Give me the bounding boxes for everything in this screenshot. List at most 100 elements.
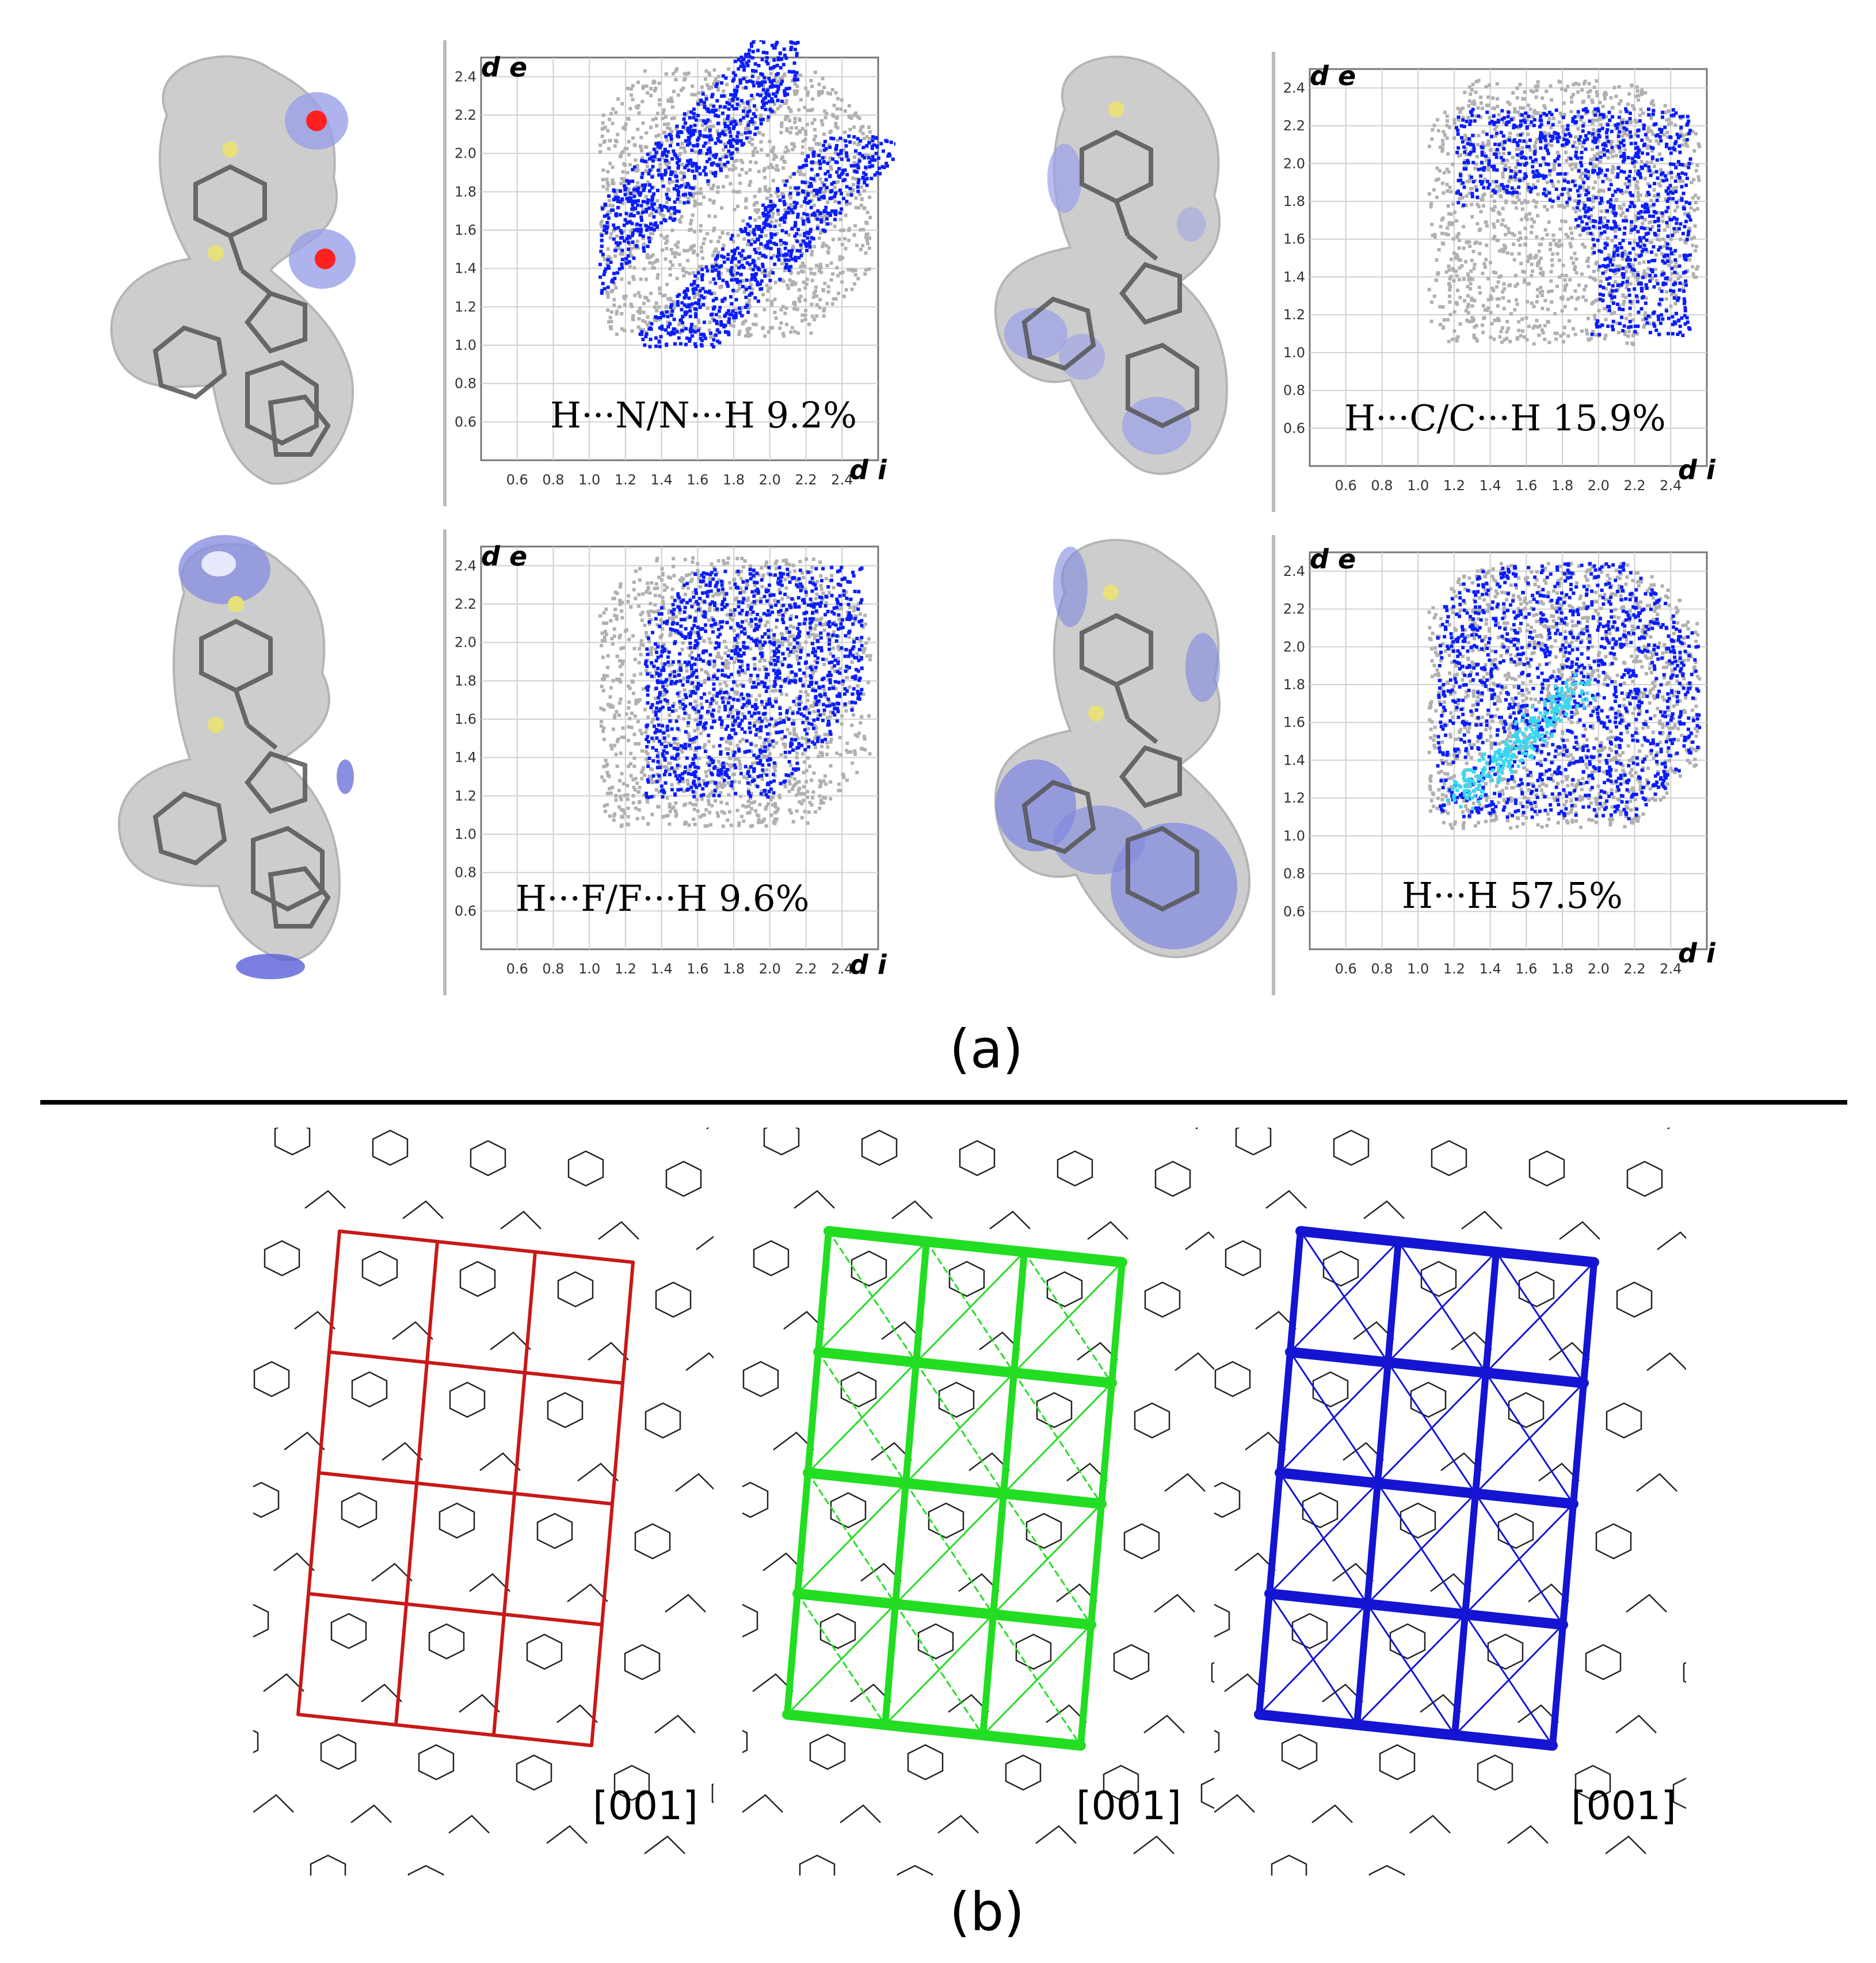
- axis-de-label: d e: [1310, 60, 1356, 91]
- x-tick-label: 2.4: [831, 961, 853, 977]
- x-tick-label: 1.0: [1407, 961, 1429, 977]
- blue-framework: [1214, 1128, 1686, 1876]
- x-tick-label: 1.4: [651, 961, 673, 977]
- x-tick-label: 2.0: [759, 961, 781, 977]
- y-tick-label: 1.8: [1283, 193, 1305, 209]
- y-tick-label: 2.2: [455, 596, 476, 612]
- y-tick-label: 1.4: [1283, 269, 1305, 285]
- y-tick-label: 2.0: [455, 635, 476, 651]
- x-tick-label: 0.8: [542, 961, 564, 977]
- energy-cylinders: [1254, 1226, 1599, 1751]
- x-tick-label: 1.8: [1551, 961, 1573, 977]
- hirshfeld-surface-h-n: [110, 55, 356, 485]
- x-tick-label: 2.4: [1660, 961, 1681, 977]
- y-tick-label: 0.6: [1283, 420, 1305, 436]
- y-tick-label: 2.4: [1283, 563, 1305, 579]
- highlighted-contact-points: [1455, 107, 1692, 337]
- x-tick-label: 2.0: [1588, 478, 1610, 494]
- y-tick-label: 1.4: [455, 750, 476, 766]
- y-tick-label: 1.2: [1283, 307, 1305, 323]
- x-tick-label: 1.6: [1515, 478, 1537, 494]
- fingerprint-plot-h-n: 0.6 0.8 1.0 1.2 1.4 1.6 1.8 2.0 2.2 2.4 0.6 0.8 1.0 1…: [443, 40, 895, 506]
- plot-caption-h-c: H···C/C···H 15.9%: [1344, 397, 1666, 439]
- x-tick-label: 1.8: [723, 472, 745, 488]
- axis-di-label: d i: [849, 949, 887, 980]
- x-tick-label: 0.8: [542, 472, 564, 488]
- axis-di-label: d i: [849, 455, 887, 486]
- hirshfeld-surface-h-h: [994, 539, 1250, 958]
- y-tick-label: 2.0: [455, 146, 476, 162]
- y-tick-label: 1.8: [1283, 677, 1305, 693]
- energy-cylinders: [296, 1229, 635, 1747]
- x-tick-label: 2.0: [1588, 961, 1610, 977]
- part-b-label: (b): [950, 1881, 1025, 1943]
- y-tick-label: 0.6: [1283, 903, 1305, 919]
- y-tick-label: 1.6: [1283, 715, 1305, 731]
- x-tick-label: 2.4: [831, 472, 853, 488]
- plot-caption-h-h: H···H 57.5%: [1402, 874, 1623, 916]
- y-tick-label: 2.4: [455, 68, 476, 85]
- y-tick-label: 1.0: [455, 337, 476, 353]
- x-tick-label: 1.0: [1407, 478, 1429, 494]
- x-tick-label: 1.8: [1551, 478, 1573, 494]
- green-framework: [742, 1128, 1214, 1876]
- y-tick-label: 2.2: [455, 107, 476, 123]
- y-tick-label: 1.6: [455, 711, 476, 727]
- panel-h-f: 0.6 0.8 1.0 1.2 1.4 1.6 1.8 2.0 2.2 2.4 0.6 0.8 1.0 1…: [98, 518, 895, 995]
- x-tick-label: 0.8: [1371, 478, 1393, 494]
- x-tick-label: 1.6: [687, 961, 708, 977]
- x-tick-label: 1.4: [1480, 478, 1501, 494]
- fingerprint-plot-h-f: 0.6 0.8 1.0 1.2 1.4 1.6 1.8 2.0 2.2 2.4 0.6 0.8 1.0 1…: [443, 529, 895, 995]
- full-fingerprint-points: [598, 556, 872, 828]
- x-tick-label: 1.4: [1480, 961, 1501, 977]
- direction-label-red: [001]: [593, 1783, 698, 1829]
- fingerprint-plot-h-h: 0.6 0.8 1.0 1.2 1.4 1.6 1.8 2.0 2.2 2.4 0.6 0.8 1.0 1…: [1272, 535, 1724, 995]
- y-tick-label: 1.4: [1283, 752, 1305, 768]
- y-tick-label: 1.8: [455, 673, 476, 689]
- axis-di-label: d i: [1678, 938, 1715, 969]
- x-tick-label: 2.2: [1623, 478, 1645, 494]
- x-tick-label: 0.8: [1371, 961, 1393, 977]
- y-tick-label: 2.0: [1283, 639, 1305, 655]
- x-tick-label: 0.6: [506, 472, 528, 488]
- y-tick-label: 0.8: [455, 865, 476, 881]
- y-tick-label: 1.4: [455, 261, 476, 277]
- molecule-packing: [253, 1128, 714, 1876]
- x-tick-label: 1.2: [1443, 478, 1465, 494]
- x-tick-label: 0.6: [1335, 961, 1357, 977]
- y-tick-label: 2.2: [1283, 601, 1305, 617]
- axis-de-label: d e: [481, 52, 528, 83]
- plot-frame: [1309, 68, 1708, 467]
- y-tick-label: 1.2: [455, 299, 476, 315]
- x-tick-label: 2.4: [1660, 478, 1681, 494]
- x-tick-label: 1.8: [723, 961, 745, 977]
- axis-de-label: d e: [1310, 544, 1356, 575]
- highlighted-contact-points: [598, 40, 895, 349]
- x-tick-label: 2.2: [1623, 961, 1645, 977]
- plot-caption-h-f: H···F/F···H 9.6%: [516, 877, 810, 919]
- x-tick-label: 1.0: [578, 961, 600, 977]
- y-tick-label: 2.0: [1283, 155, 1305, 171]
- x-tick-label: 1.6: [687, 472, 708, 488]
- y-tick-label: 2.4: [455, 557, 476, 574]
- y-tick-label: 1.0: [455, 826, 476, 842]
- y-tick-label: 2.4: [1283, 80, 1305, 96]
- y-tick-label: 0.8: [455, 376, 476, 392]
- y-tick-label: 1.0: [1283, 345, 1305, 361]
- x-tick-label: 1.2: [615, 961, 636, 977]
- y-tick-label: 1.8: [455, 184, 476, 200]
- section-divider: [40, 1100, 1847, 1105]
- panel-h-c: 0.6 0.8 1.0 1.2 1.4 1.6 1.8 2.0 2.2 2.4 0.6 0.8 1.0 1…: [984, 35, 1778, 512]
- x-tick-label: 2.2: [795, 472, 817, 488]
- direction-label-blue: [001]: [1571, 1783, 1676, 1829]
- energy-cylinders: [782, 1226, 1127, 1751]
- x-tick-label: 2.0: [759, 472, 781, 488]
- dense-contact-points: [1446, 673, 1596, 811]
- axis-de-label: d e: [481, 541, 528, 572]
- hirshfeld-surface-h-c: [994, 55, 1228, 475]
- molecule-packing: [1214, 1128, 1686, 1876]
- y-tick-label: 0.8: [1283, 866, 1305, 882]
- fingerprint-plot-h-c: 0.6 0.8 1.0 1.2 1.4 1.6 1.8 2.0 2.2 2.4 0.6 0.8 1.0 1…: [1272, 52, 1724, 512]
- highlighted-contact-points: [1436, 562, 1702, 820]
- x-tick-label: 1.4: [651, 472, 673, 488]
